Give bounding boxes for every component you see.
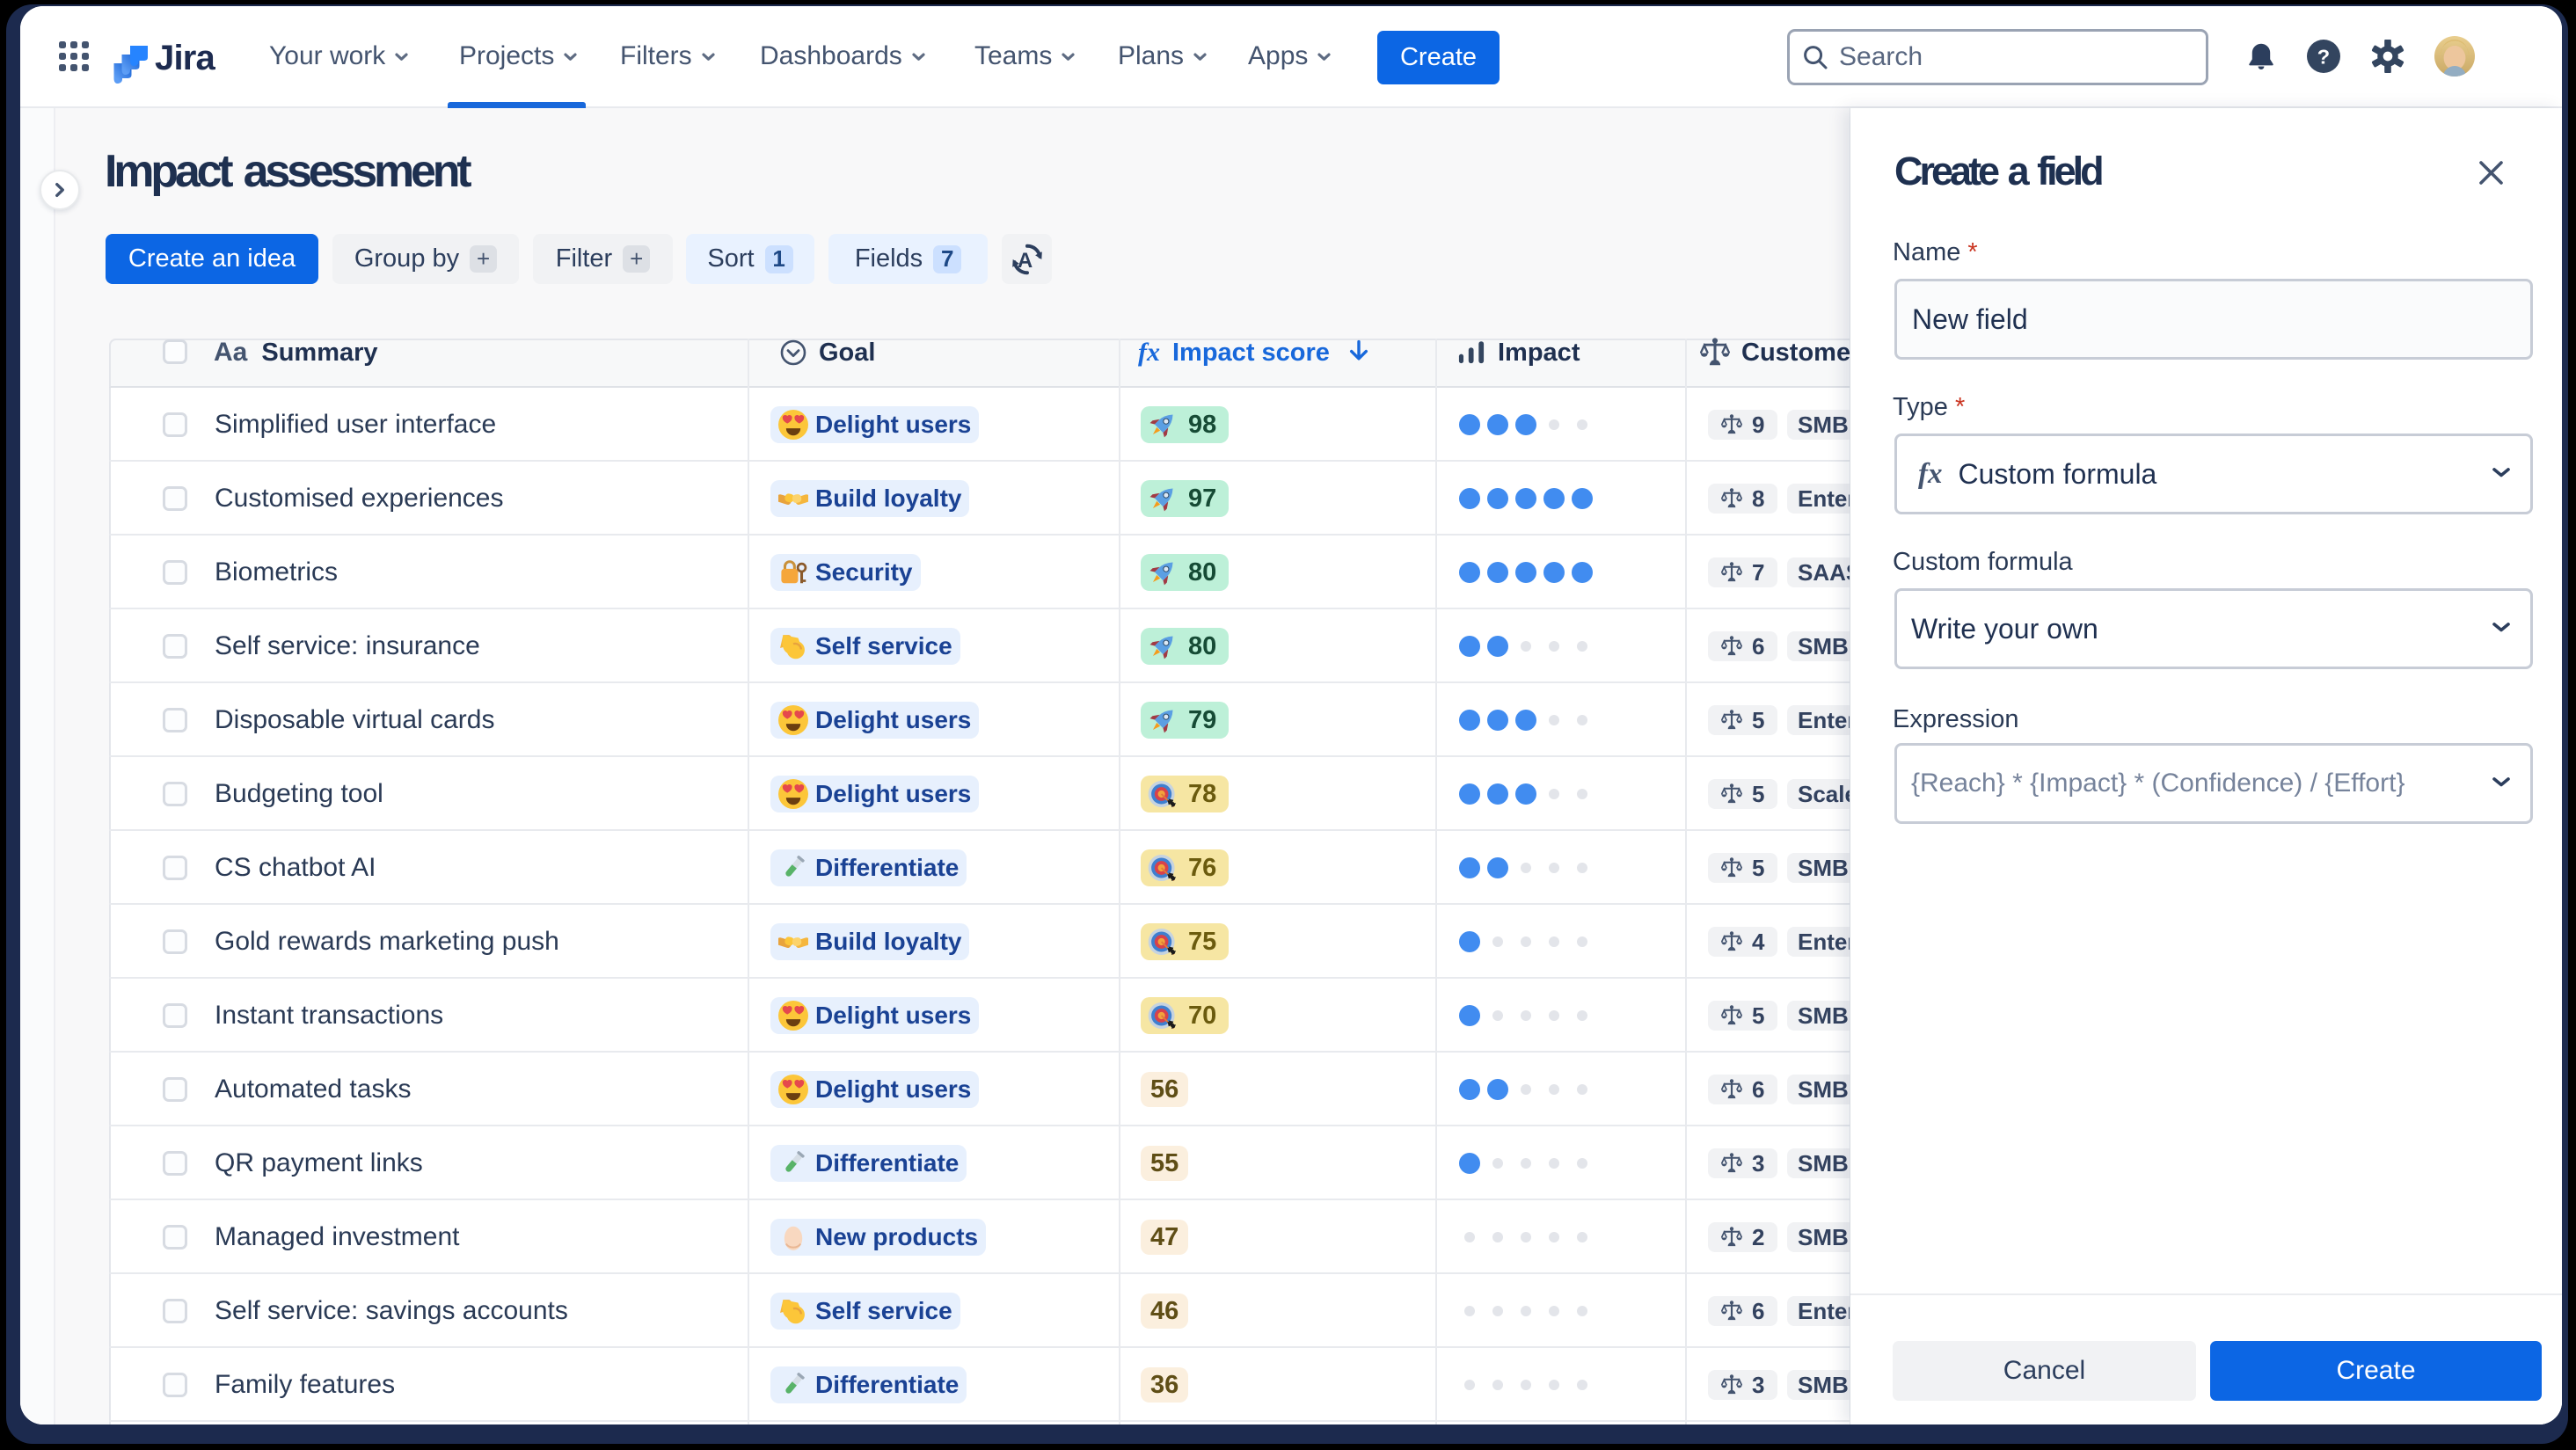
svg-text:?: ? (2317, 45, 2330, 68)
svg-text:A: A (1017, 248, 1032, 272)
